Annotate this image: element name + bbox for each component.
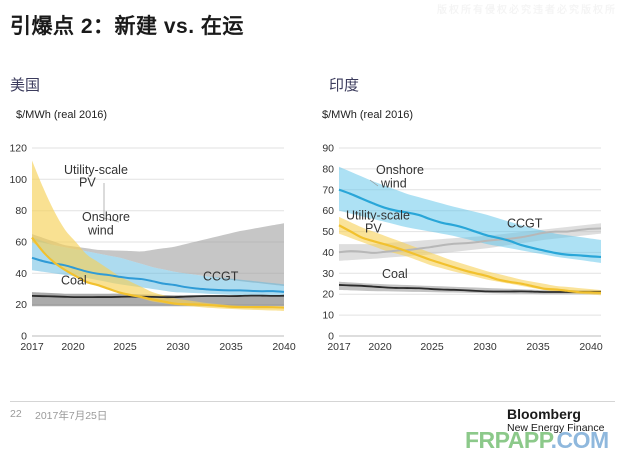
svg-text:Utility-scale: Utility-scale [64, 163, 128, 177]
svg-text:PV: PV [365, 222, 382, 236]
svg-text:80: 80 [15, 205, 27, 217]
svg-text:Onshore: Onshore [376, 163, 424, 177]
svg-text:2020: 2020 [368, 341, 392, 353]
svg-text:2035: 2035 [526, 341, 550, 353]
svg-text:100: 100 [9, 174, 27, 186]
svg-text:2025: 2025 [113, 341, 137, 353]
svg-text:CCGT: CCGT [203, 270, 239, 284]
svg-text:40: 40 [322, 247, 334, 259]
svg-text:10: 10 [322, 310, 334, 322]
svg-text:40: 40 [15, 268, 27, 280]
svg-text:20: 20 [15, 299, 27, 311]
svg-text:2017: 2017 [327, 341, 351, 353]
svg-text:50: 50 [322, 226, 334, 238]
svg-text:120: 120 [9, 143, 27, 155]
svg-text:70: 70 [322, 184, 334, 196]
svg-text:2035: 2035 [219, 341, 243, 353]
svg-text:60: 60 [15, 237, 27, 249]
svg-text:wind: wind [87, 224, 114, 238]
svg-text:wind: wind [380, 177, 407, 191]
svg-text:PV: PV [79, 176, 96, 190]
svg-text:2020: 2020 [61, 341, 85, 353]
svg-text:20: 20 [322, 289, 334, 301]
svg-text:80: 80 [322, 163, 334, 175]
svg-text:2030: 2030 [473, 341, 497, 353]
svg-text:Utility-scale: Utility-scale [346, 209, 410, 223]
svg-text:Coal: Coal [382, 267, 408, 281]
svg-text:CCGT: CCGT [507, 217, 543, 231]
svg-text:2030: 2030 [166, 341, 190, 353]
svg-text:2040: 2040 [579, 341, 603, 353]
svg-text:Coal: Coal [61, 274, 87, 288]
svg-text:2025: 2025 [420, 341, 444, 353]
svg-text:Onshore: Onshore [82, 210, 130, 224]
svg-text:30: 30 [322, 268, 334, 280]
svg-text:60: 60 [322, 205, 334, 217]
svg-text:90: 90 [322, 143, 334, 155]
svg-text:2017: 2017 [20, 341, 44, 353]
svg-text:2040: 2040 [272, 341, 296, 353]
